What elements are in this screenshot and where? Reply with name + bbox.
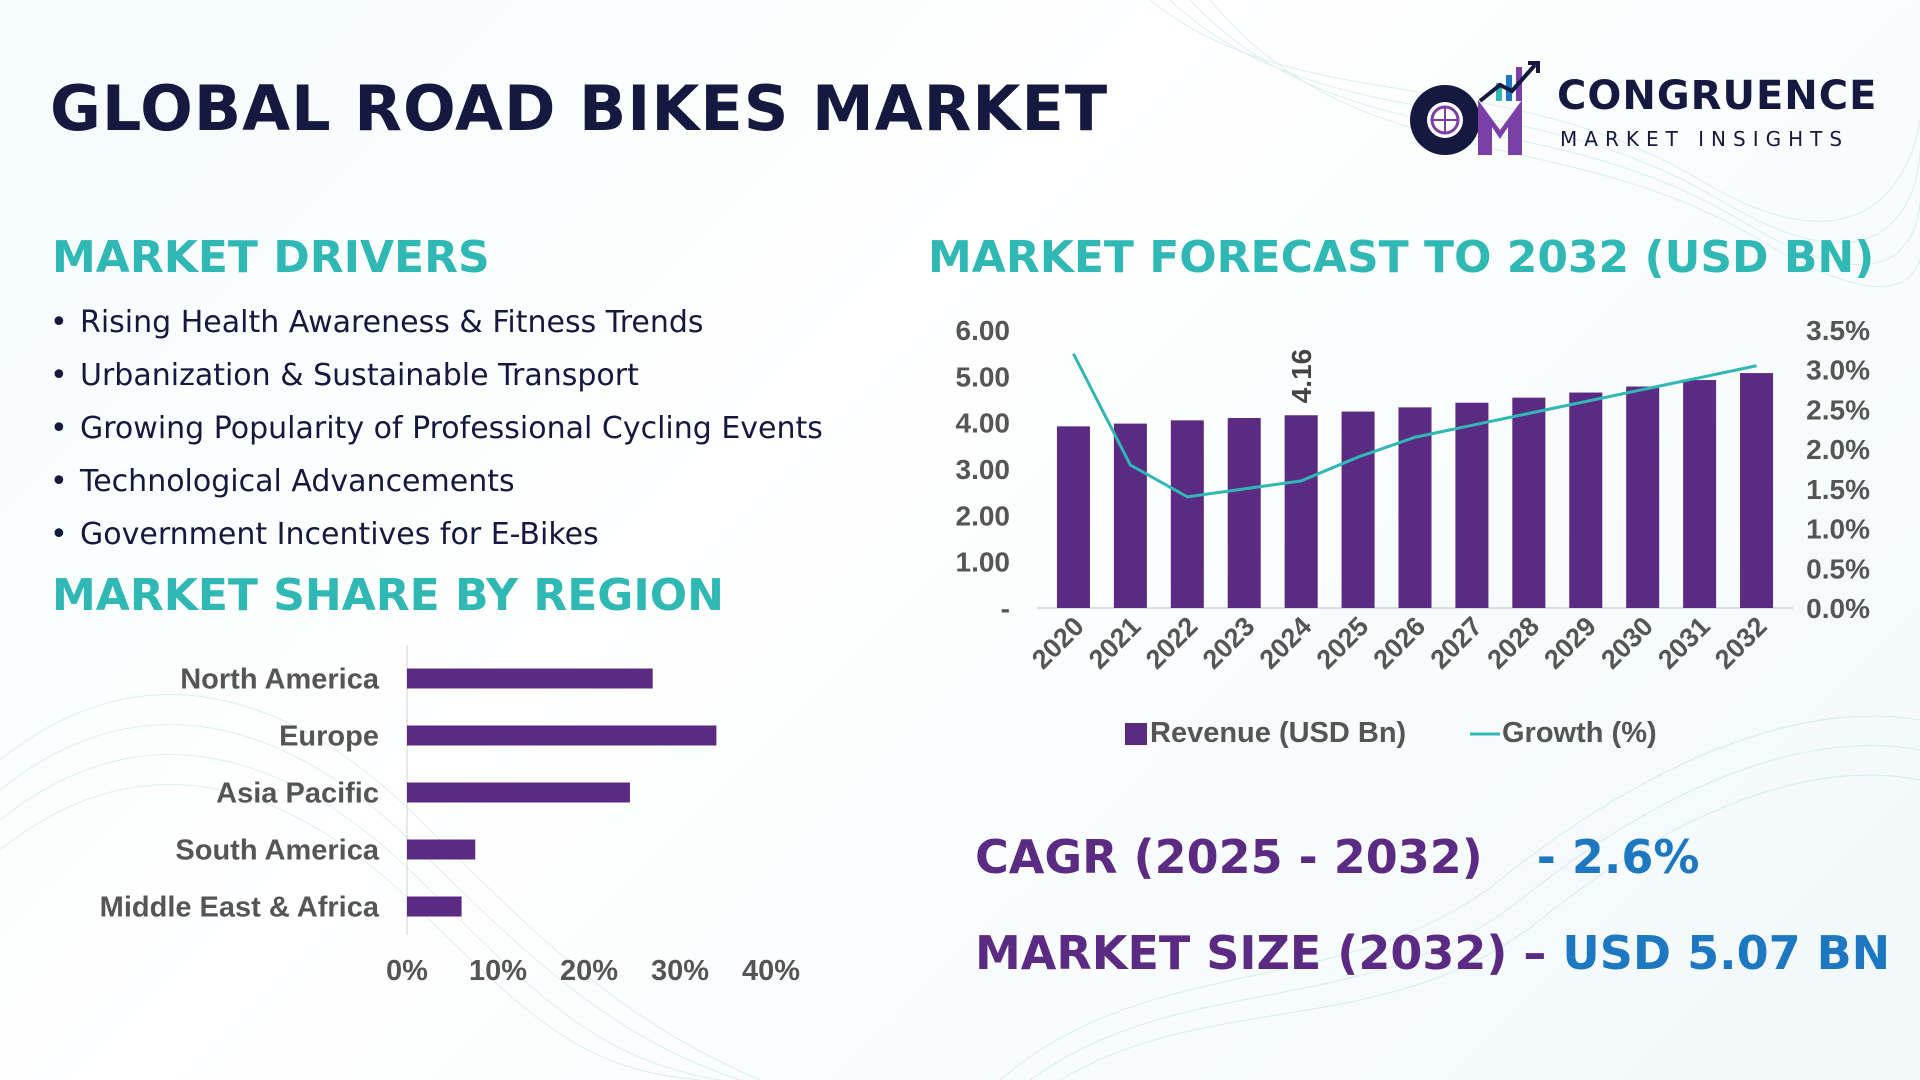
- y2-tick-label: 2.0%: [1806, 434, 1870, 465]
- y2-tick-label: 0.0%: [1806, 593, 1870, 624]
- logo-tagline: MARKET INSIGHTS: [1560, 127, 1850, 151]
- driver-text: Growing Popularity of Professional Cycli…: [80, 411, 823, 446]
- y2-tick-label: 0.5%: [1806, 553, 1870, 584]
- y2-tick-label: 3.5%: [1806, 315, 1870, 346]
- revenue-bar: [1683, 380, 1717, 608]
- y2-tick-label: 2.5%: [1806, 394, 1870, 425]
- region-label: North America: [180, 664, 380, 696]
- region-chart: North America Europe Asia Pacific South Ame…: [100, 645, 800, 987]
- x-tick-label: 2025: [1311, 611, 1375, 675]
- driver-text: Government Incentives for E-Bikes: [80, 517, 599, 552]
- driver-text: Technological Advancements: [80, 464, 515, 499]
- region-label: Europe: [279, 721, 379, 753]
- revenue-bar: [1569, 392, 1603, 608]
- y2-tick-label: 3.0%: [1806, 355, 1870, 386]
- revenue-bar: [1056, 426, 1090, 608]
- region-x-tick-label: 0%: [386, 955, 428, 987]
- driver-text: Rising Health Awareness & Fitness Trends: [80, 305, 704, 340]
- revenue-bar: [1227, 418, 1261, 608]
- data-label: 4.16: [1286, 349, 1317, 404]
- driver-text: Urbanization & Sustainable Transport: [80, 358, 639, 393]
- x-tick-label: 2032: [1709, 611, 1773, 675]
- x-tick-label: 2027: [1424, 611, 1488, 675]
- page-title: GLOBAL ROAD BIKES MARKET: [50, 72, 1109, 145]
- revenue-bar: [1512, 397, 1546, 608]
- revenue-bar: [1113, 423, 1147, 608]
- region-bar: [407, 668, 653, 689]
- x-tick-label: 2020: [1026, 611, 1090, 675]
- region-label: South America: [175, 835, 379, 867]
- x-tick-label: 2030: [1595, 611, 1659, 675]
- legend-revenue-swatch: [1125, 723, 1147, 745]
- x-tick-label: 2031: [1652, 611, 1716, 675]
- market-size-value: USD 5.07 BN: [1562, 926, 1891, 980]
- list-item: • Rising Health Awareness & Fitness Trend…: [50, 296, 823, 349]
- y-tick-label: 3.00: [956, 454, 1011, 485]
- y-tick-label: 2.00: [956, 500, 1011, 531]
- x-tick-label: 2022: [1140, 611, 1204, 675]
- y-tick-label: 6.00: [956, 315, 1011, 346]
- y2-tick-label: 1.5%: [1806, 474, 1870, 505]
- cagr-row: CAGR (2025 - 2032) - 2.6%: [975, 830, 1699, 884]
- drivers-list: • Rising Health Awareness & Fitness Trend…: [50, 296, 823, 561]
- y-tick-label: 4.00: [956, 408, 1011, 439]
- drivers-title: MARKET DRIVERS: [52, 232, 490, 283]
- revenue-bar: [1740, 373, 1774, 608]
- list-item: • Technological Advancements: [50, 455, 823, 508]
- bullet-icon: •: [50, 411, 68, 446]
- bullet-icon: •: [50, 464, 68, 499]
- legend-growth-label: Growth (%): [1502, 717, 1657, 749]
- region-x-tick-label: 20%: [560, 955, 618, 987]
- growth-line: [1072, 353, 1757, 499]
- y-tick-label: 1.00: [956, 547, 1011, 578]
- revenue-bar: [1284, 415, 1318, 608]
- x-tick-label: 2026: [1368, 611, 1432, 675]
- forecast-title: MARKET FORECAST TO 2032 (USD BN): [928, 232, 1875, 283]
- x-tick-label: 2029: [1538, 611, 1602, 675]
- x-tick-label: 2023: [1197, 611, 1261, 675]
- revenue-bar: [1626, 386, 1660, 608]
- region-x-tick-label: 40%: [742, 955, 800, 987]
- list-item: • Growing Popularity of Professional Cycl…: [50, 402, 823, 455]
- cagr-label: CAGR (2025 - 2032): [975, 830, 1483, 884]
- brand-logo: CONGRUENCE MARKET INSIGHTS: [1400, 55, 1876, 165]
- region-label: Middle East & Africa: [100, 892, 380, 924]
- y2-tick-label: 1.0%: [1806, 514, 1870, 545]
- region-title: MARKET SHARE BY REGION: [52, 570, 724, 621]
- region-bar: [407, 782, 630, 803]
- bullet-icon: •: [50, 517, 68, 552]
- market-size-row: MARKET SIZE (2032) – USD 5.07 BN: [975, 926, 1890, 980]
- market-size-label: MARKET SIZE (2032) –: [975, 926, 1547, 980]
- bullet-icon: •: [50, 305, 68, 340]
- y-tick-label: -: [1001, 593, 1010, 624]
- forecast-chart: - 1.00 2.00 3.00 4.00 5.00 6.00 0.0% 0.5% 1.0% 1.5…: [956, 315, 1871, 749]
- x-tick-label: 2021: [1083, 611, 1147, 675]
- revenue-bar: [1170, 420, 1204, 608]
- y-tick-label: 5.00: [956, 361, 1011, 392]
- list-item: • Government Incentives for E-Bikes: [50, 508, 823, 561]
- cagr-value: - 2.6%: [1536, 830, 1700, 884]
- region-bar: [407, 725, 717, 746]
- region-x-tick-label: 10%: [469, 955, 527, 987]
- revenue-bar: [1455, 402, 1489, 608]
- region-bar: [407, 896, 462, 917]
- logo-mark-icon: [1410, 61, 1540, 155]
- region-bar: [407, 839, 476, 860]
- list-item: • Urbanization & Sustainable Transport: [50, 349, 823, 402]
- logo-name: CONGRUENCE: [1557, 73, 1878, 119]
- x-tick-label: 2024: [1254, 611, 1318, 675]
- x-tick-label: 2028: [1481, 611, 1545, 675]
- bullet-icon: •: [50, 358, 68, 393]
- region-x-tick-label: 30%: [651, 955, 709, 987]
- region-label: Asia Pacific: [216, 778, 379, 810]
- revenue-bar: [1341, 411, 1375, 608]
- legend-revenue-label: Revenue (USD Bn): [1150, 717, 1406, 749]
